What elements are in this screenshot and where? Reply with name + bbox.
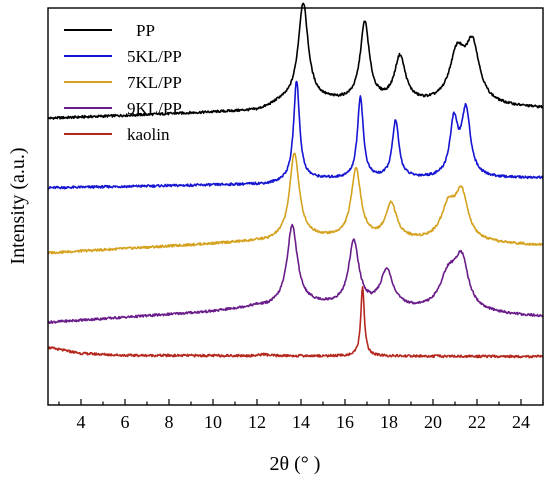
legend-label: 9KL/PP	[127, 99, 182, 118]
x-tick-label: 24	[512, 412, 530, 432]
x-tick-label: 20	[424, 412, 442, 432]
series-layer	[47, 2, 544, 359]
x-tick-label: 14	[292, 412, 310, 432]
plot-frame	[47, 7, 544, 406]
series-line-9kl-pp	[47, 223, 544, 325]
x-axis-label: 2θ (° )	[270, 453, 321, 475]
series-line-pp	[47, 2, 544, 120]
legend-label: 7KL/PP	[127, 73, 182, 92]
x-tick-label: 6	[121, 412, 130, 432]
legend-label: PP	[136, 21, 155, 40]
legend-label: 5KL/PP	[127, 47, 182, 66]
x-tick-label: 8	[165, 412, 174, 432]
x-tick-label: 18	[380, 412, 398, 432]
x-axis-ticks: 4 6 8 10 12 14 16 18 20 22 24	[58, 399, 544, 432]
legend-label: kaolin	[127, 125, 170, 144]
y-axis-label: Intensity (a.u.)	[7, 147, 29, 264]
series-line-kaolin	[47, 286, 544, 359]
series-line-5kl-pp	[47, 80, 544, 190]
x-tick-label: 22	[468, 412, 486, 432]
series-line-7kl-pp	[47, 152, 544, 255]
x-tick-label: 12	[248, 412, 266, 432]
x-tick-label: 16	[336, 412, 354, 432]
x-tick-label: 10	[204, 412, 222, 432]
x-tick-label: 4	[77, 412, 86, 432]
legend: PP 5KL/PP 7KL/PP 9KL/PP kaolin	[64, 21, 182, 144]
